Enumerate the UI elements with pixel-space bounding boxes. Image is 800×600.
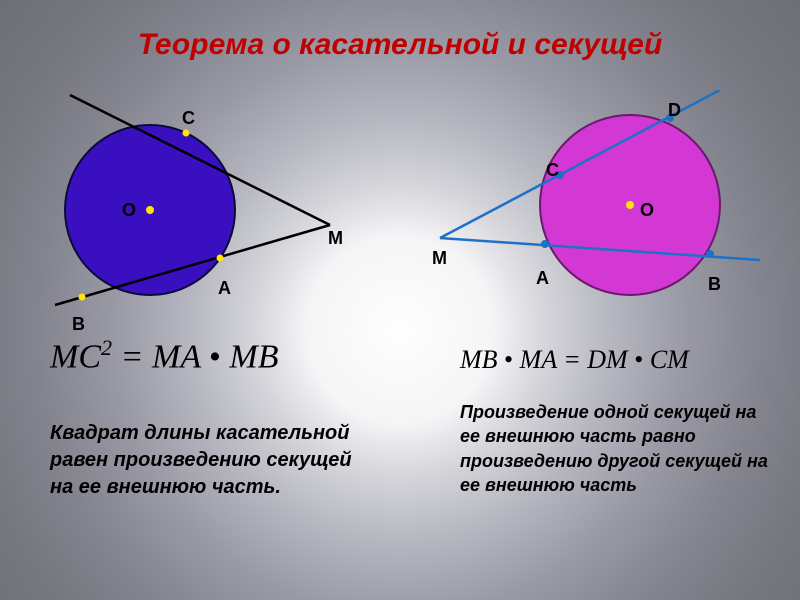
point-A-right <box>541 240 549 248</box>
description-tangent-secant: Квадрат длины касательной равен произвед… <box>50 420 380 501</box>
label-C-left: C <box>182 108 195 129</box>
label-C-right: C <box>546 160 559 181</box>
point-A-left <box>217 255 224 262</box>
formula-two-secants: MB • MA = DM • CM <box>460 345 689 375</box>
label-A-right: A <box>536 268 549 289</box>
point-C-left <box>183 130 190 137</box>
theorem-title: Теорема о касательной и секущей <box>0 28 800 62</box>
label-O-right: O <box>640 200 654 221</box>
label-D-right: D <box>668 100 681 121</box>
label-B-left: B <box>72 314 85 335</box>
label-M-right: M <box>432 248 447 269</box>
center-dot-left <box>146 206 154 214</box>
center-dot-right <box>626 201 634 209</box>
diagram-left-svg <box>30 90 370 320</box>
formula-tangent-secant: MC2 = MA • MB <box>50 335 278 376</box>
diagram-tangent-secant: COMAB <box>30 90 370 310</box>
label-O-left: O <box>122 200 136 221</box>
label-B-right: B <box>708 274 721 295</box>
point-B-left <box>79 294 86 301</box>
label-A-left: A <box>218 278 231 299</box>
description-two-secants: Произведение одной секущей на ее внешнюю… <box>460 400 780 497</box>
point-B-right <box>706 250 714 258</box>
diagram-two-secants: M A B C D O <box>430 90 770 310</box>
label-M-left: M <box>328 228 343 249</box>
